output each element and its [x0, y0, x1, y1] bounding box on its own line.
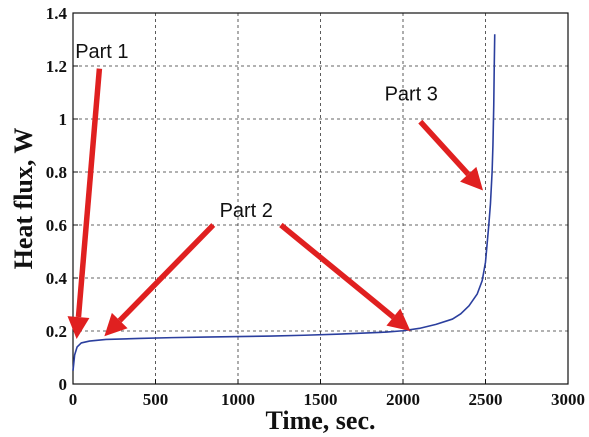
x-tick-label: 0: [69, 390, 78, 409]
y-tick-label: 0.4: [46, 269, 68, 288]
y-tick-label: 0.2: [46, 322, 67, 341]
y-tick-label: 1.2: [46, 57, 67, 76]
y-tick-label: 0: [59, 375, 68, 394]
y-tick-label: 0.8: [46, 163, 67, 182]
x-tick-label: 2000: [386, 390, 420, 409]
y-tick-label: 1: [59, 110, 68, 129]
y-axis-label: Heat flux, W: [9, 128, 38, 270]
arrows: [67, 68, 484, 339]
annotation-arrow: [67, 68, 103, 339]
x-tick-label: 1500: [304, 390, 338, 409]
series-layer: [72, 34, 496, 371]
grid: [73, 13, 568, 384]
annotation-label: Part 1: [75, 41, 128, 63]
annotation-arrow: [104, 223, 216, 337]
annotation-arrow: [279, 222, 411, 331]
annotations: Part 1 Part 2 Part 3: [75, 41, 438, 222]
annotation-label: Part 2: [220, 200, 273, 222]
x-tick-label: 500: [143, 390, 169, 409]
annotation-arrow: [418, 119, 484, 191]
annotation-label: Part 3: [385, 83, 438, 105]
x-tick-label: 1000: [221, 390, 255, 409]
x-tick-label: 3000: [551, 390, 585, 409]
x-tick-label: 2500: [469, 390, 503, 409]
y-tick-label: 0.6: [46, 216, 67, 235]
y-tick-label: 1.4: [46, 4, 68, 23]
x-axis-label: Time, sec.: [266, 406, 376, 435]
tick-labels: 0 500 1000 1500 2000 2500 3000 0 0.2 0.4 0.6 0.8 1 1.…: [46, 4, 585, 409]
series-line: [72, 34, 496, 371]
